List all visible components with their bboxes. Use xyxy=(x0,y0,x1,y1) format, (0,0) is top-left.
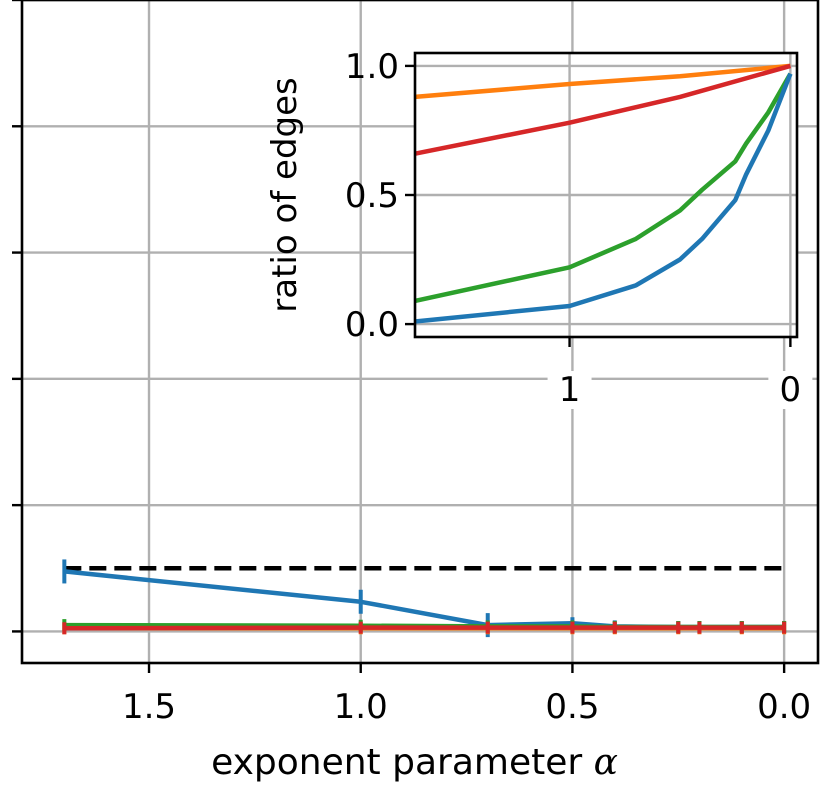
inset-x-tick-label: 1 xyxy=(559,370,581,410)
inset-x-tick-label-backing xyxy=(547,371,592,409)
inset-series-line xyxy=(414,72,793,324)
inset-x-tick-label-backing xyxy=(768,371,813,409)
main-x-tick-label: 1.0 xyxy=(334,687,388,727)
main-x-tick-label: 0.5 xyxy=(545,687,599,727)
inset-y-axis-label: ratio of edges xyxy=(265,77,305,313)
inset-y-tick-label: 0.0 xyxy=(345,305,399,345)
main-x-tick-label: 0.0 xyxy=(757,687,811,727)
x-axis-label-text: exponent parameter xyxy=(211,742,594,783)
main-series-line xyxy=(64,625,785,631)
inset-y-tick-label: 0.5 xyxy=(345,176,399,216)
inset-x-tick-label: 0 xyxy=(780,370,802,410)
main-x-tick-label: 1.5 xyxy=(122,687,176,727)
inset-series-line xyxy=(414,72,793,304)
inset-y-tick-label: 1.0 xyxy=(345,47,399,87)
main-plot-frame xyxy=(20,0,820,665)
inset-plot: 1 0 0.0 0.5 1.0 xyxy=(345,47,813,410)
inset-series-line xyxy=(414,63,792,156)
x-axis-label: exponent parameter α xyxy=(0,742,829,783)
x-axis-label-symbol: α xyxy=(593,742,618,783)
inset-series-line xyxy=(414,63,791,100)
